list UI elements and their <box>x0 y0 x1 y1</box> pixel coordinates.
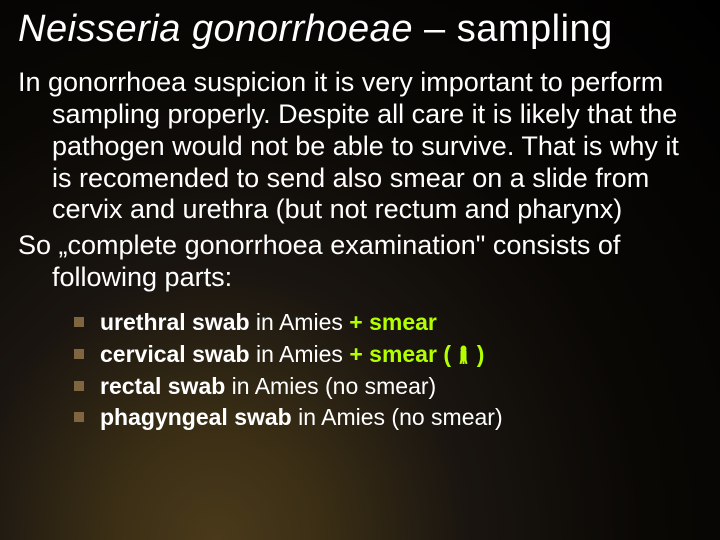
bullet-list: urethral swab in Amies + smear cervical … <box>18 308 702 432</box>
slide-container: Neisseria gonorrhoeae – sampling In gono… <box>0 0 720 453</box>
slide-title: Neisseria gonorrhoeae – sampling <box>18 8 702 51</box>
bullet-1-bold: urethral swab <box>100 309 250 335</box>
body-paragraph-2: So „complete gonorrhoea examination" con… <box>18 230 702 294</box>
bullet-square-icon <box>74 381 84 391</box>
bullet-1-highlight: + smear <box>349 309 437 335</box>
bullet-square-icon <box>74 349 84 359</box>
bullet-4-bold: phagyngeal swab <box>100 404 292 430</box>
paragraph-1-text: In gonorrhoea suspicion it is very impor… <box>18 67 702 226</box>
bullet-2-highlight: + smear ( ) <box>349 341 484 367</box>
body-paragraph-1: In gonorrhoea suspicion it is very impor… <box>18 67 702 226</box>
bullet-2-hlg-close: ) <box>477 341 485 367</box>
bullet-square-icon <box>74 412 84 422</box>
bullet-3-bold: rectal swab <box>100 373 225 399</box>
bullet-4-mid: in Amies (no smear) <box>292 404 503 430</box>
paragraph-2-text: So „complete gonorrhoea examination" con… <box>18 230 702 294</box>
title-italic: Neisseria gonorrhoeae <box>18 8 413 50</box>
bullet-3-mid: in Amies (no smear) <box>225 373 436 399</box>
list-item: urethral swab in Amies + smear <box>74 308 702 337</box>
female-icon <box>457 344 470 364</box>
bullet-text-2: cervical swab in Amies + smear ( ) <box>100 340 484 369</box>
bullet-square-icon <box>74 317 84 327</box>
bullet-2-mid: in Amies <box>250 341 350 367</box>
bullet-text-4: phagyngeal swab in Amies (no smear) <box>100 403 503 432</box>
list-item: phagyngeal swab in Amies (no smear) <box>74 403 702 432</box>
title-rest: – sampling <box>413 8 613 50</box>
bullet-text-1: urethral swab in Amies + smear <box>100 308 437 337</box>
list-item: rectal swab in Amies (no smear) <box>74 372 702 401</box>
bullet-2-hlg-text: + smear ( <box>349 341 451 367</box>
bullet-1-mid: in Amies <box>250 309 350 335</box>
list-item: cervical swab in Amies + smear ( ) <box>74 340 702 369</box>
bullet-text-3: rectal swab in Amies (no smear) <box>100 372 436 401</box>
bullet-2-bold: cervical swab <box>100 341 250 367</box>
